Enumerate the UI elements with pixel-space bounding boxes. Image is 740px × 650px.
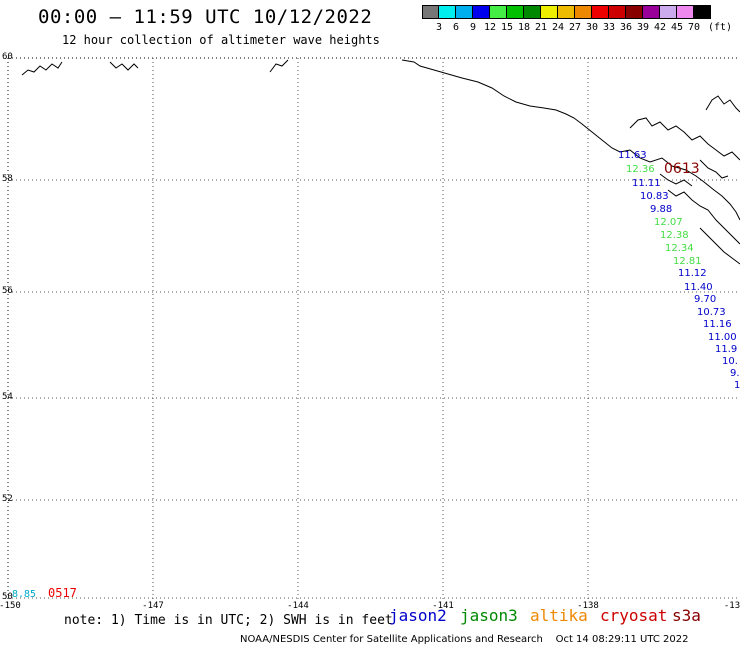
lon-label-147: -147 <box>142 601 164 611</box>
lon-gridlines <box>152 58 589 600</box>
lon-label-150: -150 <box>0 601 21 611</box>
legend-swatch-0 <box>422 5 439 19</box>
legend-swatch-15 <box>677 5 694 19</box>
legend-swatch-16 <box>694 5 711 19</box>
lat-label-60: 60 <box>2 52 13 62</box>
legend-tick-label: 70 <box>687 22 701 33</box>
lon-label-144: -144 <box>287 601 309 611</box>
satellite-label-s3a: s3a <box>672 606 701 625</box>
wave-height-reading: 10.83 <box>640 191 669 202</box>
wave-height-reading: 12.07 <box>654 217 683 228</box>
legend-tick-label: 3 <box>435 22 443 33</box>
wave-height-reading: 12.81 <box>673 256 702 267</box>
legend-tick-label: 9 <box>469 22 477 33</box>
lat-label-54: 54 <box>2 392 13 402</box>
legend-swatch-12 <box>626 5 643 19</box>
corner-wave-value: 8.85 <box>12 589 37 600</box>
wave-height-reading: 11.16 <box>703 319 732 330</box>
legend-tick-label: 42 <box>653 22 667 33</box>
legend-swatch-6 <box>524 5 541 19</box>
coastline <box>21 59 740 265</box>
legend-swatch-14 <box>660 5 677 19</box>
legend-tick-label: 30 <box>585 22 599 33</box>
credit-org: NOAA/NESDIS Center for Satellite Applica… <box>240 634 543 645</box>
legend-tick-label: 36 <box>619 22 633 33</box>
wave-height-reading: 11.40 <box>684 282 713 293</box>
legend-unit: (ft) <box>708 22 733 33</box>
legend-tick-label: 27 <box>568 22 582 33</box>
lat-gridlines <box>8 179 740 599</box>
legend-tick-label: 39 <box>636 22 650 33</box>
legend-swatch-2 <box>456 5 473 19</box>
wave-height-reading: 9.88 <box>650 204 673 215</box>
legend-swatch-9 <box>575 5 592 19</box>
wave-height-reading: 10. <box>722 356 738 367</box>
wave-height-reading: 12.38 <box>660 230 689 241</box>
satellite-label-jason3: jason3 <box>460 606 518 625</box>
legend-tick-label: 33 <box>602 22 616 33</box>
wave-height-color-legend: 3 6 9 12 15 18 21 24 27 30 33 36 39 42 45 70 <box>422 5 711 33</box>
wave-height-reading: 10.73 <box>697 307 726 318</box>
legend-swatch-5 <box>507 5 524 19</box>
map-title: 00:00 – 11:59 UTC 10/12/2022 <box>38 6 373 28</box>
wave-height-reading: 11.11 <box>632 178 661 189</box>
legend-swatches <box>422 5 711 19</box>
wave-height-reading: 9.70 <box>694 294 717 305</box>
wave-height-reading: 11.9 <box>715 344 738 355</box>
map-subtitle: 12 hour collection of altimeter wave hei… <box>62 33 380 47</box>
legend-swatch-7 <box>541 5 558 19</box>
legend-tick-label: 6 <box>452 22 460 33</box>
legend-tick-label: 18 <box>517 22 531 33</box>
lat-label-56: 56 <box>2 286 13 296</box>
wave-height-reading: 9. <box>730 368 740 379</box>
map-frame <box>7 57 740 600</box>
pass-time-label: 0613 <box>664 161 700 177</box>
legend-tick-label: 21 <box>534 22 548 33</box>
satellite-label-jason2: jason2 <box>389 606 447 625</box>
wave-height-reading: 11.12 <box>678 268 707 279</box>
credit-timestamp: Oct 14 08:29:11 UTC 2022 <box>555 634 689 645</box>
legend-tick-label: 15 <box>500 22 514 33</box>
legend-tick-label: 12 <box>483 22 497 33</box>
legend-swatch-4 <box>490 5 507 19</box>
legend-swatch-3 <box>473 5 490 19</box>
footer-credit: NOAA/NESDIS Center for Satellite Applica… <box>240 634 689 645</box>
satellite-label-cryosat: cryosat <box>600 606 668 625</box>
lat-label-52: 52 <box>2 494 13 504</box>
legend-swatch-13 <box>643 5 660 19</box>
footer-note: note: 1) Time is in UTC; 2) SWH is in fe… <box>64 613 393 628</box>
lon-label-135: -13 <box>723 601 740 611</box>
legend-tick-label: 45 <box>670 22 684 33</box>
legend-tick-label: 24 <box>551 22 565 33</box>
legend-swatch-1 <box>439 5 456 19</box>
lon-label-138: -138 <box>577 601 599 611</box>
legend-swatch-11 <box>609 5 626 19</box>
wave-height-reading: 1 <box>734 380 740 391</box>
corner-pass-time: 0517 <box>48 586 77 600</box>
wave-height-reading: 12.36 <box>626 164 655 175</box>
lat-label-58: 58 <box>2 174 13 184</box>
wave-height-reading: 12.34 <box>665 243 694 254</box>
wave-height-reading: 11.63 <box>618 150 647 161</box>
satellite-label-altika: altika <box>530 606 588 625</box>
lon-label-141: -141 <box>432 601 454 611</box>
wave-height-reading: 11.00 <box>708 332 737 343</box>
legend-swatch-8 <box>558 5 575 19</box>
legend-swatch-10 <box>592 5 609 19</box>
lat-label-50: 50 <box>2 592 13 602</box>
